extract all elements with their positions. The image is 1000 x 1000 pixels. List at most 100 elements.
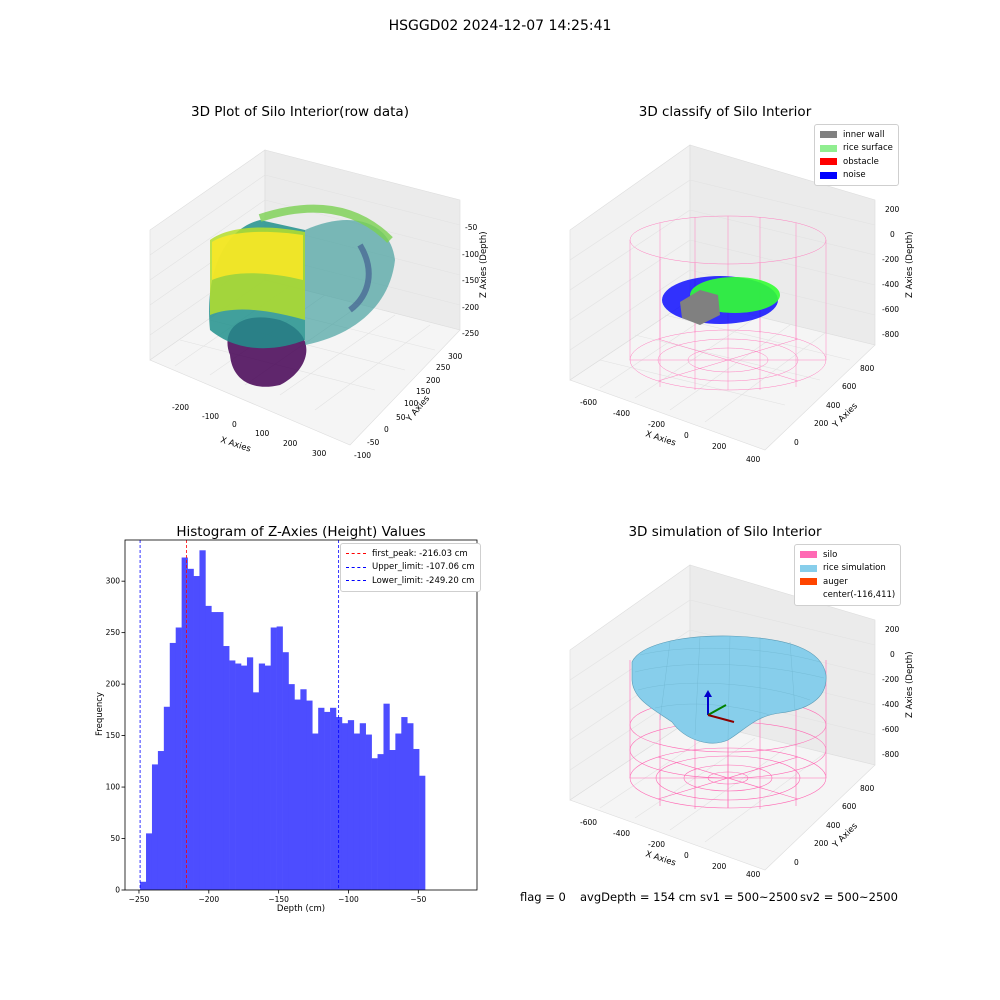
histogram-bar (205, 605, 212, 890)
classify-z-tick: -400 (882, 280, 899, 289)
sim-z-tick: -600 (882, 725, 899, 734)
sim-y-tick: 200 (814, 839, 829, 848)
histogram-bar (395, 733, 402, 890)
raw-y-tick: -100 (354, 451, 371, 460)
sim-x-tick: -600 (580, 818, 597, 827)
classify-z-tick: -600 (882, 305, 899, 314)
legend-label: rice surface (843, 143, 893, 154)
classify-x-tick: 0 (684, 431, 689, 440)
histogram-bar (217, 612, 224, 890)
classify-y-tick: 0 (794, 438, 799, 447)
legend-label: rice simulation (823, 563, 886, 574)
histogram-bar (288, 684, 295, 890)
histogram-bar (347, 720, 355, 890)
legend-swatch (820, 144, 837, 152)
histogram-x-label: Depth (cm) (276, 904, 326, 914)
histogram-bar (306, 700, 313, 890)
legend-label: Lower_limit: -249.20 cm (372, 575, 475, 586)
legend-swatch (800, 551, 817, 559)
classify-y-tick: 600 (842, 382, 857, 391)
histogram-bar (246, 657, 254, 890)
figure-title: HSGGD02 2024-12-07 14:25:41 (388, 18, 612, 34)
histogram-bar (187, 568, 194, 890)
classify-x-axis-label: X Axies (644, 429, 677, 448)
legend-label: first_peak: -216.03 cm (372, 548, 468, 559)
raw-y-tick: 300 (448, 352, 463, 361)
raw-y-tick: 250 (436, 363, 451, 372)
legend-label: inner wall (843, 129, 885, 140)
histogram-bar (199, 550, 206, 890)
raw-x-tick: 100 (255, 429, 270, 438)
raw-y-tick: 100 (404, 399, 419, 408)
histogram-bar (294, 699, 301, 890)
sim-legend: silo rice simulation auger center(-116,4… (794, 544, 902, 606)
raw-3d-point-cloud (209, 204, 395, 387)
sim-auger-axes (704, 690, 735, 723)
sim-x-tick: 400 (746, 870, 761, 879)
histogram-bar (276, 626, 283, 890)
histogram-bar (241, 665, 248, 890)
raw-y-tick: -50 (367, 438, 379, 447)
histogram-bar (140, 881, 147, 890)
sim-z-tick: -200 (882, 675, 899, 684)
histogram-bar (175, 627, 182, 890)
legend-swatch (820, 131, 837, 139)
classify-x-tick: -200 (648, 420, 665, 429)
raw-x-tick: 0 (232, 420, 237, 429)
histogram-bar (419, 775, 426, 890)
histogram-bar (258, 663, 266, 890)
raw-plot-title: 3D Plot of Silo Interior(row data) (191, 104, 409, 120)
histogram-bar (270, 627, 277, 890)
sim-x-axis-label: X Axies (644, 849, 677, 868)
raw-z-tick: -200 (462, 303, 479, 312)
classify-x-tick: -600 (580, 398, 597, 407)
raw-x-tick: -100 (202, 412, 219, 421)
classify-point-cloud (662, 276, 780, 325)
legend-entry: auger (800, 575, 895, 589)
histogram-y-tick-label: 300 (106, 577, 121, 586)
classify-y-tick: 400 (826, 401, 841, 410)
classify-x-tick: -400 (613, 409, 630, 418)
histogram-y-tick-label: 0 (115, 886, 120, 895)
histogram-bar (229, 660, 236, 890)
histogram-x-tick-label: −50 (410, 895, 426, 904)
histogram-bar (146, 833, 153, 890)
avg-depth-text: avgDepth = 154 cm (580, 890, 697, 904)
histogram-y-tick-label: 200 (106, 680, 121, 689)
legend-entry: Lower_limit: -249.20 cm (346, 574, 475, 588)
histogram-bar (318, 707, 325, 890)
sim-y-tick: 800 (860, 784, 875, 793)
legend-entry: obstacle (820, 155, 893, 169)
sim-y-tick: 0 (794, 858, 799, 867)
legend-swatch (800, 578, 817, 586)
histogram-title: Histogram of Z-Axies (Height) Values (176, 524, 426, 540)
classify-z-tick: -800 (882, 330, 899, 339)
classify-y-tick: 800 (860, 364, 875, 373)
raw-z-tick: -50 (465, 223, 477, 232)
legend-swatch (800, 564, 817, 572)
classify-legend: inner wall rice surface obstacle noise (814, 124, 899, 186)
sim-z-tick: 200 (885, 625, 900, 634)
sim-x-tick: 200 (712, 862, 727, 871)
raw-x-tick: 300 (312, 449, 327, 458)
raw-x-tick: -200 (172, 403, 189, 412)
raw-3d-plot: -200 -100 0 100 200 300 -100 -50 0 50 10… (149, 149, 489, 460)
histogram-bar (252, 692, 260, 890)
histogram-bar (330, 707, 337, 890)
legend-entry: Upper_limit: -107.06 cm (346, 561, 475, 575)
legend-entry: rice surface (820, 142, 893, 156)
raw-z-axis-label: Z Axies (Depth) (479, 231, 489, 298)
classify-x-tick: 200 (712, 442, 727, 451)
raw-y-tick: 150 (416, 387, 431, 396)
legend-label: silo (823, 549, 838, 560)
flag-text: flag = 0 (520, 890, 566, 904)
sim-rice-surface (631, 635, 827, 744)
histogram-x-tick-label: −200 (199, 895, 220, 904)
histogram-legend: first_peak: -216.03 cm Upper_limit: -107… (340, 543, 481, 592)
histogram-bar (401, 717, 408, 890)
legend-label: auger (823, 576, 848, 587)
legend-entry: inner wall (820, 128, 893, 142)
classify-3d-plot: -600 -400 -200 0 200 400 0 200 400 600 8… (569, 144, 915, 464)
histogram-bar (157, 751, 165, 890)
histogram-bar (300, 689, 307, 890)
